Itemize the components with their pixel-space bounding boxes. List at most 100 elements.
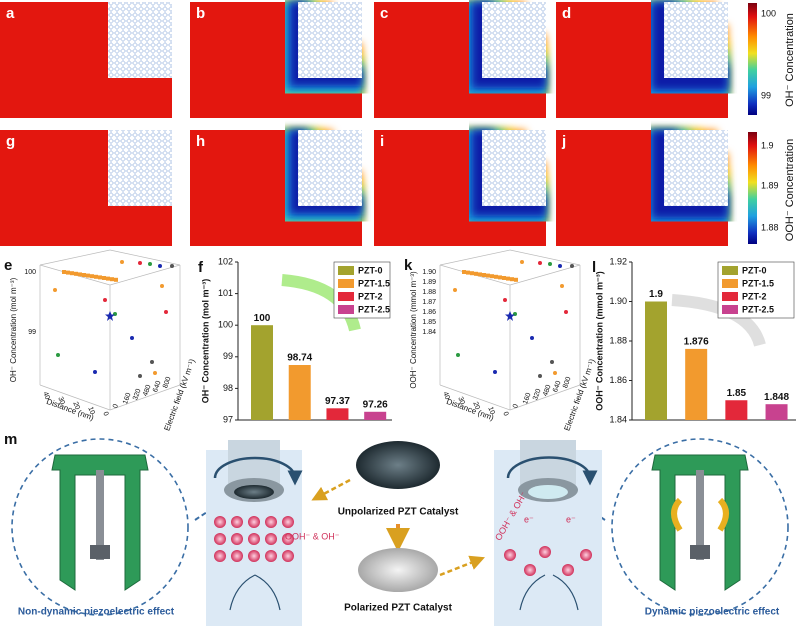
marker bbox=[90, 274, 94, 279]
marker bbox=[490, 274, 494, 279]
marker bbox=[502, 276, 506, 280]
marker bbox=[66, 270, 70, 275]
colorbar bbox=[748, 3, 757, 115]
marker bbox=[514, 277, 518, 282]
panel-label: g bbox=[6, 133, 15, 150]
bar bbox=[326, 408, 349, 420]
marker bbox=[498, 275, 502, 280]
marker bbox=[520, 260, 524, 264]
marker bbox=[550, 360, 554, 364]
y-tick-label: 98 bbox=[223, 383, 233, 393]
heatmap: c bbox=[374, 2, 546, 123]
z-axis-label: OH⁻ Concentration (mol m⁻³) bbox=[9, 277, 18, 382]
x-tick-label: 0 bbox=[501, 411, 509, 417]
bar bbox=[251, 325, 273, 420]
panel-label: f bbox=[198, 259, 204, 276]
colorbar bbox=[748, 132, 757, 244]
marker bbox=[570, 264, 574, 268]
y-tick-label: 480 bbox=[142, 384, 153, 397]
ion bbox=[524, 564, 536, 576]
marker bbox=[62, 270, 66, 274]
heatmap: h bbox=[190, 130, 362, 246]
z-tick-label: 1.86 bbox=[422, 309, 436, 316]
y-tick-label: 101 bbox=[218, 288, 233, 298]
y-axis-label: OOH⁻ Concentration (mmol m⁻³) bbox=[594, 271, 604, 411]
marker bbox=[478, 272, 482, 277]
bar-chart: l 1.84 1.86 1.88 1.90 1.92 OOH⁻ Concentration … bbox=[592, 256, 796, 424]
y-tick-label: 97 bbox=[223, 414, 233, 424]
legend-swatch bbox=[338, 266, 354, 275]
y-tick-label: 1.92 bbox=[609, 256, 627, 266]
y-tick-label: 320 bbox=[132, 388, 143, 401]
z-tick-label: 100 bbox=[24, 269, 36, 276]
box-edge bbox=[39, 249, 111, 266]
ion bbox=[248, 533, 260, 545]
legend-label: PZT-0 bbox=[742, 265, 767, 275]
ion bbox=[214, 550, 226, 562]
marker bbox=[470, 271, 474, 276]
ion bbox=[265, 516, 277, 528]
colorbar-tick: 99 bbox=[761, 90, 771, 100]
ion bbox=[214, 516, 226, 528]
star bbox=[505, 311, 515, 321]
legend-swatch bbox=[338, 305, 354, 314]
panel-label: d bbox=[562, 5, 571, 22]
legend-swatch bbox=[338, 292, 354, 301]
marker bbox=[553, 371, 557, 375]
marker bbox=[158, 264, 162, 268]
z-tick-label: 1.88 bbox=[422, 289, 436, 296]
y-axis-label: OH⁻ Concentration (mol m⁻³) bbox=[200, 279, 210, 404]
x-tick-label: 10 bbox=[486, 406, 495, 416]
ion bbox=[231, 516, 243, 528]
ion bbox=[282, 533, 294, 545]
trend-arrow bbox=[281, 274, 361, 332]
marker bbox=[94, 274, 98, 279]
y-tick-label: 640 bbox=[552, 380, 563, 393]
legend-swatch bbox=[338, 279, 354, 288]
bar bbox=[645, 301, 667, 420]
surface-plot: k 1.90 1.89 1.88 1.87 1.86 1.85 1.84 OOH⁻ Concen… bbox=[404, 249, 597, 432]
box-edge bbox=[109, 264, 181, 286]
legend-swatch bbox=[722, 266, 738, 275]
marker bbox=[82, 273, 86, 277]
value-label: 1.85 bbox=[727, 388, 747, 399]
marker bbox=[466, 270, 470, 275]
marker bbox=[114, 277, 118, 282]
panel-label: i bbox=[380, 133, 384, 150]
x-tick-label: 0 bbox=[101, 411, 109, 417]
marker bbox=[150, 360, 154, 364]
bar bbox=[725, 400, 748, 420]
heatmap: a bbox=[0, 2, 172, 118]
heatmap: i bbox=[374, 130, 546, 251]
ion bbox=[265, 550, 277, 562]
electron-label: e⁻ bbox=[566, 514, 576, 524]
y-tick-label: 102 bbox=[218, 256, 233, 266]
value-label: 98.74 bbox=[287, 353, 312, 364]
marker bbox=[494, 274, 498, 279]
marker bbox=[120, 260, 124, 264]
marker bbox=[482, 273, 486, 277]
marker bbox=[148, 262, 152, 266]
marker bbox=[138, 374, 142, 378]
ion bbox=[539, 546, 551, 558]
marker bbox=[493, 370, 497, 374]
legend-label: PZT-1.5 bbox=[358, 278, 390, 288]
z-tick-label: 99 bbox=[28, 329, 36, 336]
ion bbox=[282, 516, 294, 528]
colorbar-label: OH⁻ Concentration bbox=[784, 13, 796, 107]
y-tick-label: 640 bbox=[152, 380, 163, 393]
hatched-region bbox=[108, 2, 172, 78]
panel-label: b bbox=[196, 5, 205, 22]
x-tick-label: 20 bbox=[71, 401, 80, 411]
box-edge bbox=[509, 384, 581, 411]
panel-label: k bbox=[404, 257, 413, 274]
value-label: 1.848 bbox=[764, 392, 789, 403]
y-tick-label: 800 bbox=[162, 376, 173, 389]
hatched-region bbox=[108, 130, 172, 206]
marker bbox=[164, 310, 168, 314]
bar bbox=[765, 404, 788, 420]
ion bbox=[214, 533, 226, 545]
z-axis-label: OOH⁻ Concentration (mmol m⁻³) bbox=[409, 271, 418, 389]
